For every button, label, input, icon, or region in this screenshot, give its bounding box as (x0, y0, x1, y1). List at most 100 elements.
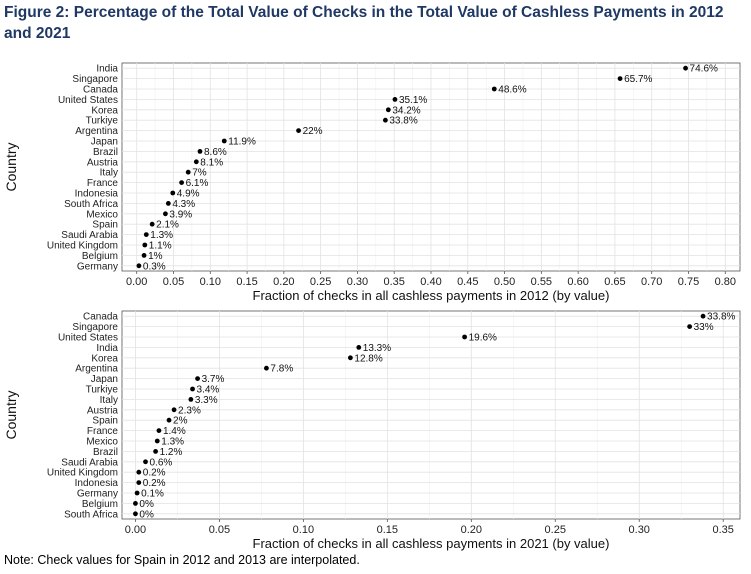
data-label: 6.1% (186, 178, 209, 189)
y-tick-label: France (87, 178, 119, 189)
x-tick-label: 0.00 (126, 276, 147, 288)
data-label: 0.6% (150, 457, 173, 468)
y-tick-label: Canada (83, 312, 118, 323)
data-label: 7.8% (270, 364, 293, 375)
data-point (134, 490, 140, 496)
y-tick-label: Germany (77, 489, 118, 500)
data-label: 0% (139, 509, 154, 520)
data-label: 33% (694, 322, 714, 333)
data-point (392, 97, 398, 102)
data-point (382, 117, 388, 123)
x-tick-label: 0.20 (273, 276, 294, 288)
y-tick-label: South Africa (64, 199, 118, 210)
x-tick-label: 0.05 (163, 276, 184, 288)
y-tick-label: France (87, 426, 119, 437)
y-tick-label: Belgium (82, 499, 118, 510)
data-point (143, 459, 148, 465)
x-tick-label: 0.45 (457, 276, 478, 288)
x-tick-label: 0.30 (347, 276, 368, 288)
x-tick-label: 0.50 (494, 276, 515, 288)
x-tick-label: 0.60 (567, 276, 588, 288)
x-tick-label: 0.20 (461, 524, 482, 536)
y-tick-label: Singapore (72, 74, 118, 85)
data-label: 1.3% (161, 437, 184, 448)
data-label: 48.6% (498, 85, 526, 96)
y-tick-label: Japan (91, 374, 118, 385)
y-tick-label: Japan (91, 137, 118, 148)
y-tick-label: Turkiye (86, 116, 119, 127)
data-label: 74.6% (690, 64, 718, 75)
data-point (190, 386, 195, 392)
data-label: 12.8% (354, 353, 382, 364)
data-label: 3.7% (202, 374, 225, 385)
data-point (462, 334, 467, 340)
data-label: 4.9% (177, 189, 200, 200)
y-tick-label: South Africa (64, 509, 118, 520)
data-point (188, 397, 194, 402)
y-tick-label: Austria (87, 157, 119, 168)
y-tick-label: Korea (91, 353, 118, 364)
y-tick-label: Italy (100, 395, 118, 406)
data-point (197, 149, 203, 154)
y-tick-label: United States (58, 95, 118, 106)
y-tick-label: Mexico (86, 437, 118, 448)
data-label: 0.2% (143, 478, 166, 489)
y-tick-label: Korea (91, 105, 118, 116)
data-label: 0.1% (141, 489, 164, 500)
data-label: 33.8% (389, 116, 417, 127)
x-tick-label: 0.00 (125, 524, 146, 536)
data-point (171, 407, 177, 413)
y-tick-label: Argentina (75, 364, 118, 375)
y-tick-label: Saudi Arabia (61, 230, 118, 241)
data-point (163, 211, 168, 217)
data-point (136, 469, 142, 475)
data-point (296, 128, 301, 133)
x-tick-label: 0.35 (384, 276, 405, 288)
data-label: 4.3% (172, 199, 195, 210)
x-tick-label: 0.15 (377, 524, 398, 536)
data-point (165, 201, 171, 206)
data-label: 22% (303, 126, 323, 137)
data-label: 1.3% (150, 230, 173, 241)
data-point (154, 438, 160, 444)
y-tick-label: Germany (77, 261, 118, 272)
data-label: 33.8% (707, 312, 735, 323)
data-label: 1.2% (160, 447, 183, 458)
y-tick-label: Belgium (82, 251, 118, 262)
y-tick-label: Italy (100, 168, 118, 179)
data-label: 19.6% (469, 333, 497, 344)
y-tick-label: Indonesia (75, 478, 119, 489)
x-tick-label: 0.75 (678, 276, 699, 288)
data-point (133, 501, 138, 506)
y-tick-label: India (96, 343, 118, 354)
data-point (221, 138, 227, 144)
x-tick-label: 0.55 (531, 276, 552, 288)
y-tick-label: Spain (92, 416, 118, 427)
y-tick-label: Spain (92, 220, 118, 231)
x-tick-label: 0.10 (293, 524, 314, 536)
data-label: 1.4% (163, 426, 186, 437)
data-label: 1% (148, 251, 163, 262)
y-tick-label: Austria (87, 405, 119, 416)
data-label: 13.3% (363, 343, 391, 354)
data-label: 35.1% (399, 95, 427, 106)
data-point (179, 180, 184, 185)
data-label: 8.6% (204, 147, 227, 158)
data-point (700, 313, 706, 319)
data-point (491, 86, 497, 92)
x-tick-label: 0.25 (545, 524, 566, 536)
data-label: 8.1% (200, 157, 223, 168)
y-axis-label: Country (3, 142, 19, 191)
data-point (193, 159, 199, 165)
x-tick-label: 0.80 (715, 276, 736, 288)
data-label: 0.3% (143, 261, 166, 272)
x-axis-label: Fraction of checks in all cashless payme… (253, 536, 610, 551)
x-tick-label: 0.05 (209, 524, 230, 536)
data-label: 7% (192, 168, 207, 179)
y-tick-label: Argentina (75, 126, 118, 137)
y-tick-label: Brazil (93, 147, 118, 158)
data-label: 2.3% (178, 405, 201, 416)
x-tick-label: 0.10 (200, 276, 221, 288)
data-point (141, 253, 147, 258)
